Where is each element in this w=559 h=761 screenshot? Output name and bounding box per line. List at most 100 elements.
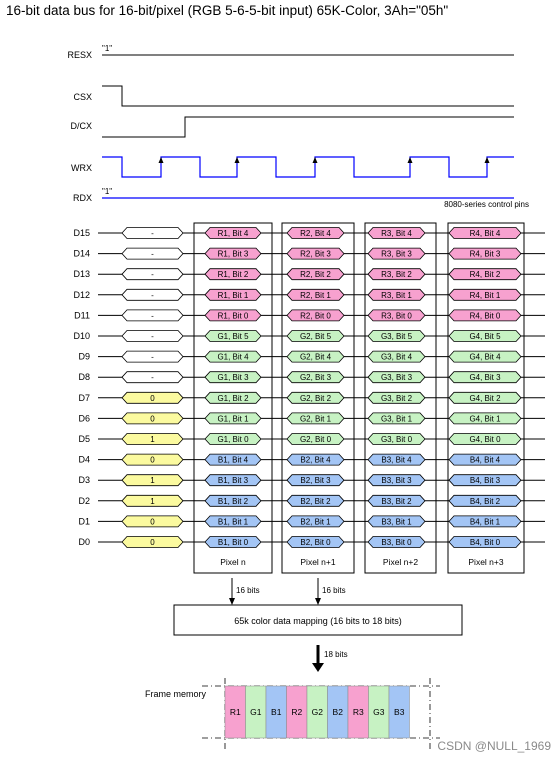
pixel-bit-label: G2, Bit 5: [300, 332, 332, 341]
pixel-bit-cell: [286, 536, 345, 548]
pixel-bit-cell: [286, 515, 345, 528]
command-value: -: [151, 291, 154, 300]
command-value: 0: [150, 414, 155, 423]
pixel-bit-cell: [204, 309, 262, 322]
pixel-bit-cell: [204, 288, 262, 301]
label-dcx: D/CX: [70, 121, 92, 131]
pixel-bit-cell: [367, 371, 426, 384]
pixel-bit-label: R3, Bit 3: [381, 250, 412, 259]
pixel-bit-label: G2, Bit 4: [300, 353, 332, 362]
pixel-bit-cell: [286, 247, 345, 260]
bits-label-1: 16 bits: [236, 586, 260, 595]
bus-row: D13 - R1, Bit 2 R2, Bit 2 R3, Bit 2 R4, Bit 2: [73, 268, 545, 281]
pixel-bit-label: B4, Bit 4: [470, 456, 501, 465]
data-bus: D15 - R1, Bit 4 R2, Bit 4 R3, Bit 4 R4, Bit 4…: [73, 227, 545, 548]
pin-label: D4: [78, 455, 90, 465]
pixel-bit-cell: [204, 268, 262, 281]
bus-row: D7 0 G1, Bit 2 G2, Bit 2 G3, Bit 2 G4, Bit 2: [78, 391, 545, 404]
command-value: -: [151, 270, 154, 279]
pixel-bit-cell: [204, 536, 262, 548]
pixel-bit-label: G3, Bit 0: [381, 435, 413, 444]
pixel-bit-label: G3, Bit 2: [381, 394, 413, 403]
command-cell: [121, 412, 184, 425]
pixel-bit-label: G1, Bit 1: [217, 414, 249, 423]
wrx-rising-edge-arrows: [158, 157, 490, 163]
pixel-bit-label: R1, Bit 1: [218, 291, 249, 300]
pixel-bit-label: B3, Bit 2: [381, 497, 412, 506]
bus-row: D14 - R1, Bit 3 R2, Bit 3 R3, Bit 3 R4, Bit 3: [73, 247, 545, 260]
pixel-bit-label: G3, Bit 3: [381, 373, 413, 382]
bus-row: D4 0 B1, Bit 4 B2, Bit 4 B3, Bit 4 B4, Bit 4: [78, 453, 545, 466]
pixel-bit-label: R3, Bit 2: [381, 270, 412, 279]
pin-label: D14: [73, 249, 90, 259]
pixel-bit-cell: [286, 288, 345, 301]
bus-row: D8 - G1, Bit 3 G2, Bit 3 G3, Bit 3 G4, Bit 3: [78, 371, 545, 384]
pixel-bit-cell: [367, 536, 426, 548]
diagram-title: 16-bit data bus for 16-bit/pixel (RGB 5-…: [6, 3, 449, 18]
label-csx: CSX: [73, 92, 92, 102]
pixel-bit-label: B1, Bit 1: [218, 517, 249, 526]
bus-row: D0 0 B1, Bit 0 B2, Bit 0 B3, Bit 0 B4, Bit 0: [78, 536, 545, 548]
csx-waveform: [102, 85, 514, 107]
pixel-bit-cell: [448, 433, 522, 445]
pixel-bit-cell: [448, 391, 522, 404]
pixel-bit-cell: [204, 494, 262, 507]
pixel-bit-cell: [286, 330, 345, 342]
pin-label: D2: [78, 496, 90, 506]
pixel-bit-label: G4, Bit 1: [469, 414, 501, 423]
pixel-bit-label: R1, Bit 3: [218, 250, 249, 259]
frame-memory-cell-label: G1: [250, 707, 262, 717]
pixel-bit-label: B1, Bit 0: [218, 538, 249, 547]
pixel-bit-cell: [448, 536, 522, 548]
pixel-bit-label: G2, Bit 1: [300, 414, 332, 423]
command-value: -: [151, 229, 154, 238]
pixel-bit-label: R4, Bit 2: [470, 270, 501, 279]
pixel-bit-cell: [204, 515, 262, 528]
pixel-bit-label: G2, Bit 0: [300, 435, 332, 444]
dcx-waveform: [102, 116, 514, 138]
command-value: 1: [150, 476, 155, 485]
label-wrx: WRX: [71, 163, 92, 173]
command-cell: [121, 391, 184, 404]
pixel-bit-cell: [367, 309, 426, 322]
pixel-bit-cell: [367, 247, 426, 260]
pixel-bit-cell: [367, 433, 426, 445]
pixel-bit-cell: [448, 371, 522, 384]
pixel-bit-cell: [286, 227, 345, 239]
pixel-bit-label: G4, Bit 4: [469, 353, 501, 362]
pixel-bit-cell: [448, 330, 522, 342]
pixel-bit-cell: [448, 453, 522, 466]
command-cell: [121, 309, 184, 322]
pixel-bit-label: G3, Bit 5: [381, 332, 413, 341]
command-value: -: [151, 373, 154, 382]
pixel-bit-label: B4, Bit 2: [470, 497, 501, 506]
pixel-bit-label: B1, Bit 2: [218, 497, 249, 506]
pixel-bit-label: B2, Bit 0: [300, 538, 331, 547]
frame-memory-cell-label: G2: [312, 707, 324, 717]
pixel-bit-cell: [367, 474, 426, 487]
pixel-bit-cell: [448, 247, 522, 260]
pixel-bit-cell: [448, 515, 522, 528]
pixel-bit-cell: [204, 412, 262, 425]
pixel-bit-cell: [286, 391, 345, 404]
pixel-bit-cell: [367, 515, 426, 528]
pixel-bit-label: G1, Bit 4: [217, 353, 249, 362]
pixel-bit-label: R4, Bit 4: [470, 229, 501, 238]
pixel-bit-cell: [204, 247, 262, 260]
command-value: 1: [150, 435, 155, 444]
command-value: 0: [150, 538, 155, 547]
mapping-to-memory-arrow: [312, 645, 324, 672]
pixel-labels: Pixel n Pixel n+1 Pixel n+2 Pixel n+3: [220, 557, 504, 567]
command-value: -: [151, 332, 154, 341]
command-cell: [121, 371, 184, 384]
bus-row: D1 0 B1, Bit 1 B2, Bit 1 B3, Bit 1 B4, Bit 1: [78, 515, 545, 528]
pixel-bit-label: B4, Bit 3: [470, 476, 501, 485]
frame-memory-cells: R1 G1 B1 R2 G2 B2 R3 G3 B3: [224, 685, 410, 739]
watermark: CSDN @NULL_1969: [437, 739, 551, 753]
pixel-bit-cell: [448, 350, 522, 363]
command-cell: [121, 350, 184, 363]
pixel-bit-cell: [286, 474, 345, 487]
pin-label: D5: [78, 434, 90, 444]
pixel-label: Pixel n: [220, 557, 246, 567]
command-cell: [121, 227, 184, 239]
